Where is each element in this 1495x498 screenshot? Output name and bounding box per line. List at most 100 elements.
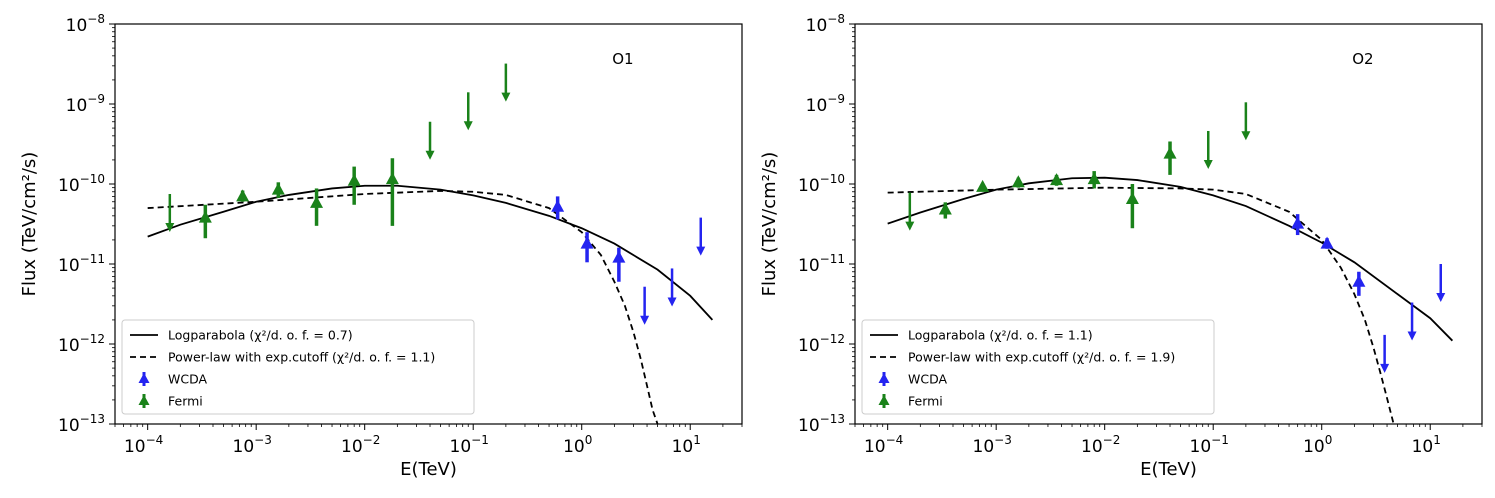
x-tick-label-exponent: −3 <box>994 433 1012 447</box>
y-tick-label: 10−9 <box>66 92 105 116</box>
y-tick-label: 10−10 <box>58 172 105 196</box>
x-tick-label-exponent: −1 <box>1211 433 1229 447</box>
data-point-marker <box>385 172 399 185</box>
data-point-marker <box>938 202 952 215</box>
x-tick-label-base: 10 <box>233 437 255 457</box>
y-tick-label: 10−13 <box>58 412 105 436</box>
plot-frame <box>854 23 1483 425</box>
upper-limit-arrowhead <box>425 150 435 160</box>
x-tick-label: 100 <box>563 433 592 457</box>
data-point-marker <box>976 179 990 192</box>
upper-limit-arrowhead <box>640 315 650 325</box>
x-tick-label: 101 <box>1412 433 1441 457</box>
x-axis-label: E(TeV) <box>400 459 457 480</box>
upper-limit-arrowhead <box>463 121 473 131</box>
x-tick-label-base: 10 <box>341 437 363 457</box>
upper-limit-arrowhead <box>165 222 175 232</box>
data-point-marker <box>236 189 250 202</box>
x-tick-label-exponent: −4 <box>886 433 904 447</box>
legend-entry-label: WCDA <box>908 372 947 387</box>
x-tick-label: 10−4 <box>864 433 903 457</box>
y-tick-label: 10−9 <box>806 92 845 116</box>
y-tick-label-base: 10 <box>798 416 820 436</box>
x-tick-label: 10−2 <box>341 433 380 457</box>
x-tick-label: 10−3 <box>233 433 272 457</box>
plot-area <box>887 102 1454 424</box>
upper-limit-arrowhead <box>1380 363 1390 373</box>
y-tick-label: 10−8 <box>806 12 845 36</box>
panel-label: O2 <box>1352 50 1373 68</box>
x-tick-label: 10−2 <box>1081 433 1120 457</box>
logparabola-curve <box>147 184 714 321</box>
y-tick-label-base: 10 <box>806 16 828 36</box>
y-tick-label-base: 10 <box>798 176 820 196</box>
y-tick-label-base: 10 <box>806 96 828 116</box>
data-point-marker <box>551 199 565 212</box>
legend-entry-label: Fermi <box>908 394 943 409</box>
x-tick-label: 10−4 <box>124 433 163 457</box>
upper-limit-arrowhead <box>501 92 511 102</box>
y-tick-label-base: 10 <box>58 256 80 276</box>
x-tick-label: 10−3 <box>973 433 1012 457</box>
y-tick-label-base: 10 <box>66 16 88 36</box>
x-tick-label: 101 <box>672 433 701 457</box>
x-tick-label-exponent: −3 <box>254 433 272 447</box>
x-tick-label-exponent: 1 <box>1433 433 1441 447</box>
panel-o2: 10−4 10−3 10−2 10−1 100 10110−1310−1210−1110−… <box>759 12 1483 480</box>
data-point-marker <box>612 250 626 263</box>
data-point-marker <box>1163 146 1177 159</box>
data-point-marker <box>1050 173 1064 186</box>
plot-area <box>147 63 714 424</box>
y-tick-label-base: 10 <box>58 176 80 196</box>
powerlaw-cutoff-curve <box>147 189 659 424</box>
plot-frame <box>114 23 743 425</box>
y-tick-label: 10−11 <box>798 252 845 276</box>
legend-entry-label: Power-law with exp.cutoff (χ²/d. o. f. =… <box>908 350 1175 365</box>
upper-limit-arrowhead <box>905 221 915 231</box>
upper-limit-arrowhead <box>1407 331 1417 341</box>
y-tick-label-exponent: −10 <box>80 172 105 186</box>
data-point-marker <box>347 173 361 186</box>
panel-o1: 10−4 10−3 10−2 10−1 100 10110−1310−1210−1110−… <box>19 12 743 480</box>
x-tick-label-base: 10 <box>864 437 886 457</box>
legend-marker-triangle <box>878 395 890 405</box>
y-tick-label: 10−10 <box>798 172 845 196</box>
x-tick-label: 100 <box>1303 433 1332 457</box>
data-point-marker <box>1087 172 1101 185</box>
x-tick-label-base: 10 <box>1081 437 1103 457</box>
panel-label: O1 <box>612 50 633 68</box>
legend-marker-triangle <box>138 395 150 405</box>
y-tick-label-exponent: −13 <box>80 412 105 426</box>
legend-box <box>121 319 475 415</box>
legend-entry-label: Logparabola (χ²/d. o. f. = 0.7) <box>168 328 353 343</box>
y-tick-label-exponent: −9 <box>87 92 105 106</box>
legend-box <box>861 319 1215 415</box>
x-tick-label-base: 10 <box>124 437 146 457</box>
upper-limit-arrowhead <box>1203 159 1213 169</box>
data-point-marker <box>1125 191 1139 204</box>
data-point-marker <box>271 182 285 195</box>
legend: Logparabola (χ²/d. o. f. = 1.1) Power-law… <box>861 319 1215 415</box>
x-tick-label-exponent: 0 <box>1325 433 1333 447</box>
y-tick-label: 10−8 <box>66 12 105 36</box>
legend-entry-label: Logparabola (χ²/d. o. f. = 1.1) <box>908 328 1093 343</box>
upper-limit-arrowhead <box>1241 131 1251 141</box>
x-tick-label-base: 10 <box>672 437 694 457</box>
y-tick-label: 10−13 <box>798 412 845 436</box>
y-tick-label-exponent: −12 <box>820 332 845 346</box>
y-tick-label-exponent: −8 <box>827 12 845 26</box>
data-point-marker <box>1291 216 1305 229</box>
y-axis-label: Flux (TeV/cm²/s) <box>19 152 40 297</box>
y-tick-label-exponent: −9 <box>827 92 845 106</box>
y-tick-label-base: 10 <box>58 336 80 356</box>
y-tick-label-base: 10 <box>798 256 820 276</box>
legend: Logparabola (χ²/d. o. f. = 0.7) Power-law… <box>121 319 475 415</box>
x-tick-label-base: 10 <box>1190 437 1212 457</box>
y-tick-label-exponent: −10 <box>820 172 845 186</box>
y-tick-label-exponent: −11 <box>80 252 105 266</box>
legend-marker-triangle <box>878 373 890 383</box>
logparabola-curve <box>887 176 1454 342</box>
legend-entry-label: Fermi <box>168 394 203 409</box>
